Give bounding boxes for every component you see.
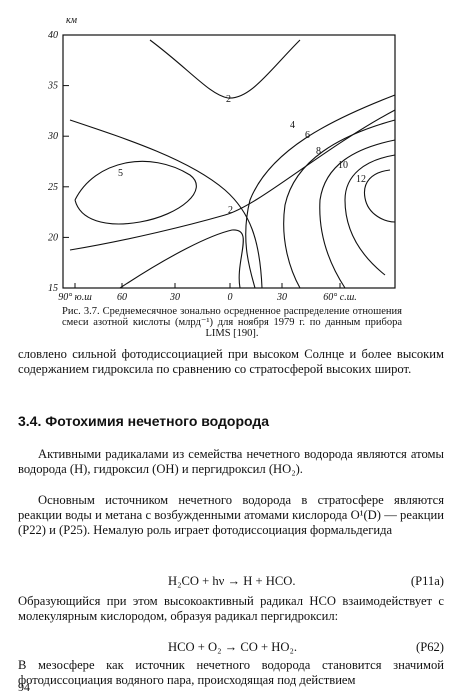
plot-frame xyxy=(62,34,396,289)
x-tick-label: 60° с.ш. xyxy=(323,292,357,303)
paragraph: Образующийся при этом высокоактивный рад… xyxy=(18,594,444,623)
paragraph: словлено сильной фотодиссоциацией при вы… xyxy=(18,347,444,376)
contour-label: 6 xyxy=(305,130,310,141)
contour-label: 5 xyxy=(118,168,123,179)
contour-line xyxy=(344,154,396,276)
paragraph: В мезосфере как источник нечетного водор… xyxy=(18,658,444,687)
contour-line xyxy=(319,139,396,289)
contour-label: 12 xyxy=(356,174,366,185)
x-tick-label: 0 xyxy=(228,292,233,303)
y-tick-label: 40 xyxy=(48,30,58,41)
section-heading: 3.4. Фотохимия нечетного водорода xyxy=(18,413,270,429)
y-unit: км xyxy=(66,15,78,26)
y-tick-label: 15 xyxy=(48,283,58,294)
y-tick-label: 35 xyxy=(47,81,58,92)
paragraph: Основным источником нечетного водорода в… xyxy=(18,493,444,537)
contour-label: 2 xyxy=(228,205,233,216)
y-tick-label: 25 xyxy=(48,182,58,193)
x-tick-label: 30 xyxy=(169,292,180,303)
contour-line xyxy=(149,39,301,99)
contour-label: 4 xyxy=(290,120,295,131)
contour-label: 8 xyxy=(316,146,321,157)
x-tick-label: 30 xyxy=(276,292,287,303)
paragraph: Активными радикалами из семейства нечетн… xyxy=(18,447,444,476)
page-number: 94 xyxy=(18,680,30,694)
y-tick-label: 20 xyxy=(48,232,58,243)
figure-caption: Рис. 3.7. Среднемесячное зонально осредн… xyxy=(62,306,402,339)
x-tick-label: 60 xyxy=(117,292,127,303)
equation-number: (P62) xyxy=(416,640,444,654)
contours xyxy=(69,39,396,289)
equation-number: (P11a) xyxy=(410,574,444,588)
y-tick-label: 30 xyxy=(47,131,58,142)
contour-line xyxy=(74,160,197,225)
contour-line xyxy=(69,109,396,251)
x-tick-label: 90° ю.ш xyxy=(58,292,92,303)
equation-formula: HCO + O₂ → CO + HO₂. xyxy=(168,640,297,654)
contour-line xyxy=(119,229,244,289)
contour-line xyxy=(245,94,396,289)
contour-label: 2 xyxy=(226,94,231,105)
contour-line xyxy=(69,119,263,289)
contour-line xyxy=(283,119,396,289)
contour-label: 10 xyxy=(338,160,348,171)
contour-line xyxy=(363,169,396,223)
equation-formula: H₂CO + hν → H + HCO. xyxy=(168,574,296,588)
